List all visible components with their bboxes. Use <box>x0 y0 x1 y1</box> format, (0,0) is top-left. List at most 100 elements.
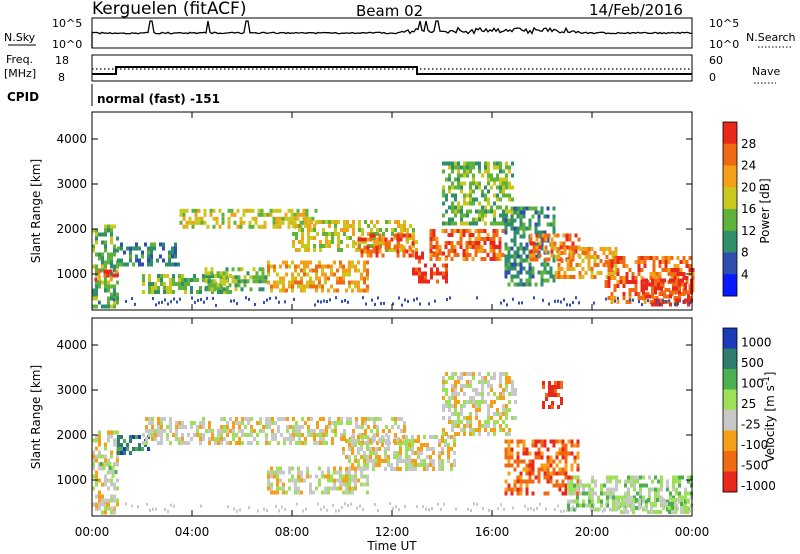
velocity-cell <box>487 412 490 416</box>
velocity-cell <box>633 483 636 488</box>
velocity-cell <box>256 433 259 437</box>
velocity-cell <box>120 435 123 439</box>
velocity-cell <box>295 441 298 445</box>
power-cell <box>354 264 357 269</box>
velocity-cell <box>476 502 478 506</box>
power-cell <box>205 274 208 278</box>
velocity-cell <box>632 506 634 510</box>
power-cell <box>371 298 373 302</box>
power-cell <box>204 271 208 276</box>
power-cell <box>325 236 328 240</box>
power-cell <box>298 240 301 244</box>
power-cell <box>495 253 499 257</box>
velocity-cell <box>104 454 107 459</box>
power-cell <box>451 221 454 226</box>
power-cell <box>643 260 647 264</box>
velocity-cell <box>623 498 626 502</box>
velocity-cell <box>648 491 651 496</box>
power-cell <box>401 303 403 307</box>
velocity-cell <box>173 504 175 508</box>
velocity-cell <box>432 467 435 471</box>
velocity-cell <box>432 451 435 455</box>
velocity-cell <box>217 441 220 445</box>
velocity-cell <box>466 400 469 404</box>
velocity-cell <box>394 433 397 437</box>
power-cell <box>231 279 235 284</box>
power-cell <box>384 237 388 242</box>
velocity-cell <box>372 435 375 439</box>
power-cell <box>498 241 502 245</box>
velocity-cell <box>561 451 565 456</box>
velocity-cell <box>561 443 565 448</box>
power-cell <box>569 267 573 271</box>
power-cell <box>106 273 110 278</box>
power-cell <box>676 272 680 276</box>
power-cell <box>543 230 547 235</box>
velocity-cell <box>327 466 330 471</box>
power-cell <box>657 302 660 307</box>
power-cell <box>321 272 324 277</box>
velocity-cell <box>600 483 603 488</box>
velocity-colorbar-segment <box>723 348 737 370</box>
power-cell <box>378 245 382 250</box>
power-cell <box>469 189 472 194</box>
power-cell <box>477 229 481 233</box>
velocity-cell <box>105 462 109 466</box>
velocity-cell <box>397 441 400 445</box>
power-cell <box>352 240 355 244</box>
velocity-cell <box>548 389 551 393</box>
power-cell <box>429 253 433 257</box>
power-cell <box>450 257 454 261</box>
velocity-cell <box>499 372 502 376</box>
velocity-cell <box>513 459 517 464</box>
velocity-colorbar-segment <box>723 451 737 472</box>
power-cell <box>481 193 484 198</box>
velocity-cell <box>567 507 570 512</box>
power-cell <box>357 288 360 293</box>
velocity-cell <box>101 482 104 487</box>
power-cell <box>540 274 544 279</box>
velocity-cell <box>378 455 381 459</box>
velocity-cell <box>429 459 432 463</box>
power-cell <box>429 257 433 261</box>
velocity-cell <box>405 439 408 443</box>
power-cell <box>678 298 681 303</box>
velocity-cell <box>333 470 336 475</box>
power-cell <box>605 297 607 301</box>
velocity-cell <box>403 421 406 425</box>
power-cell <box>158 301 160 305</box>
power-cell <box>512 297 514 301</box>
velocity-cell <box>166 433 169 437</box>
velocity-cell <box>472 372 475 376</box>
power-cell <box>486 233 490 237</box>
power-cell <box>98 301 100 305</box>
power-cell <box>552 206 556 211</box>
velocity-cell <box>549 439 553 444</box>
power-cell <box>682 272 686 276</box>
velocity-cell <box>95 494 98 499</box>
velocity-cell <box>113 438 116 443</box>
power-cell <box>240 267 244 272</box>
velocity-cell <box>627 479 630 484</box>
velocity-cell <box>447 443 450 447</box>
power-cell <box>113 248 116 253</box>
power-cell <box>303 268 306 273</box>
power-cell <box>607 268 611 272</box>
power-cell <box>260 224 264 229</box>
velocity-cell <box>405 455 408 459</box>
power-cell <box>391 232 394 236</box>
power-cell <box>478 213 481 218</box>
velocity-colorbar-tick: 25 <box>741 397 756 411</box>
power-cell <box>396 245 400 250</box>
velocity-cell <box>376 433 379 437</box>
power-cell <box>357 245 361 250</box>
velocity-cell <box>376 429 379 433</box>
power-cell <box>415 251 418 256</box>
power-cell <box>197 220 201 225</box>
power-cell <box>402 253 406 258</box>
velocity-cell <box>235 441 238 445</box>
velocity-cell <box>397 425 400 429</box>
velocity-cell <box>238 441 241 445</box>
velocity-cell <box>95 482 98 487</box>
velocity-cell <box>345 470 348 475</box>
